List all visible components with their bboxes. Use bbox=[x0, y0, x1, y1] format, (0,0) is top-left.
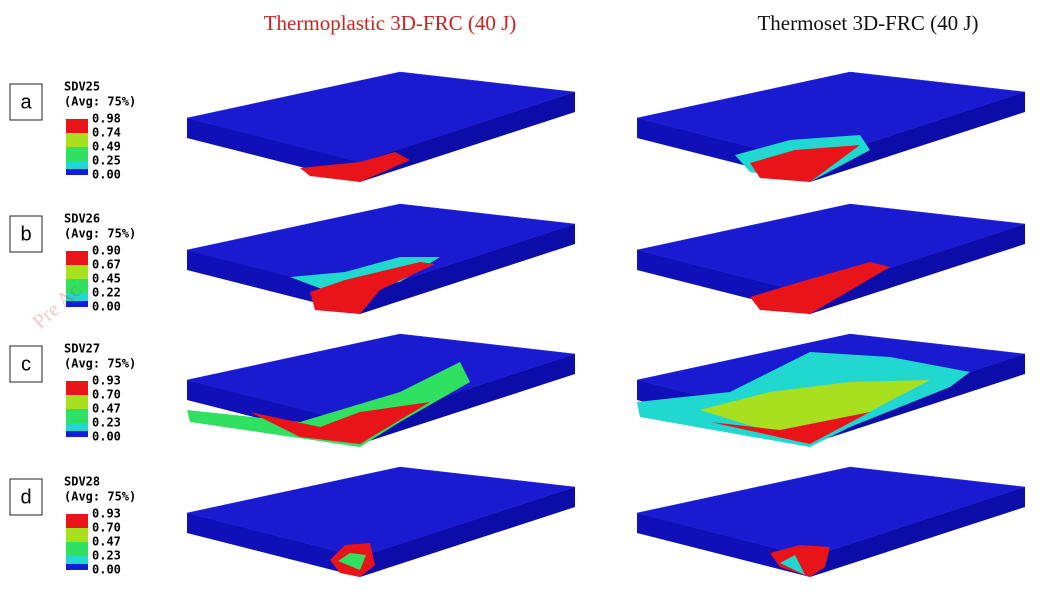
legend-tick: 0.47 bbox=[92, 535, 121, 549]
legend-tick: 0.00 bbox=[92, 168, 121, 182]
legend-tick: 0.25 bbox=[92, 154, 121, 168]
legend-tick: 0.45 bbox=[92, 272, 121, 286]
legend-tick: 0.67 bbox=[92, 258, 121, 272]
legend-tick: 0.90 bbox=[92, 244, 121, 258]
figure: Thermoplastic 3D-FRC (40 J) Thermoset 3D… bbox=[0, 0, 1059, 592]
row-label: c bbox=[21, 353, 31, 375]
legend-average: (Avg: 75%) bbox=[64, 490, 136, 504]
legend-swatch bbox=[66, 169, 88, 175]
legend-swatch bbox=[66, 409, 88, 423]
fe-slab bbox=[187, 72, 575, 182]
legend-average: (Avg: 75%) bbox=[64, 95, 136, 109]
legend-variable: SDV27 bbox=[64, 342, 100, 356]
legend-swatch bbox=[66, 119, 88, 133]
row-label: d bbox=[20, 486, 31, 508]
legend-tick: 0.23 bbox=[92, 549, 121, 563]
legend-swatch bbox=[66, 251, 88, 265]
fe-slab bbox=[637, 72, 1025, 182]
column-title: Thermoset 3D-FRC (40 J) bbox=[757, 11, 978, 35]
legend-tick: 0.22 bbox=[92, 286, 121, 300]
legend-tick: 0.00 bbox=[92, 563, 121, 577]
legend-tick: 0.74 bbox=[92, 126, 121, 140]
legend-variable: SDV25 bbox=[64, 80, 100, 94]
legend-swatch bbox=[66, 564, 88, 570]
fe-slab bbox=[637, 467, 1025, 577]
fe-slab bbox=[637, 334, 1025, 447]
column-title: Thermoplastic 3D-FRC (40 J) bbox=[264, 11, 517, 35]
fe-slab bbox=[187, 204, 575, 314]
legend-tick: 0.49 bbox=[92, 140, 121, 154]
legend-swatch bbox=[66, 381, 88, 395]
legend-tick: 0.47 bbox=[92, 402, 121, 416]
legend-tick: 0.00 bbox=[92, 300, 121, 314]
legend-tick: 0.93 bbox=[92, 507, 121, 521]
legend-swatch bbox=[66, 514, 88, 528]
legend-tick: 0.70 bbox=[92, 388, 121, 402]
legend-swatch bbox=[66, 133, 88, 147]
legend-tick: 0.93 bbox=[92, 374, 121, 388]
legend-swatch bbox=[66, 528, 88, 542]
legend-tick: 0.00 bbox=[92, 430, 121, 444]
row-label: a bbox=[20, 91, 32, 113]
legend-swatch bbox=[66, 431, 88, 437]
legend-tick: 0.23 bbox=[92, 416, 121, 430]
fe-slab bbox=[187, 334, 575, 447]
fe-slab bbox=[637, 204, 1025, 314]
legend-swatch bbox=[66, 395, 88, 409]
legend-variable: SDV28 bbox=[64, 475, 100, 489]
legend-swatch bbox=[66, 265, 88, 279]
legend-average: (Avg: 75%) bbox=[64, 227, 136, 241]
legend-swatch bbox=[66, 542, 88, 556]
legend-tick: 0.70 bbox=[92, 521, 121, 535]
legend-variable: SDV26 bbox=[64, 212, 100, 226]
fe-slab bbox=[187, 467, 575, 577]
legend-tick: 0.98 bbox=[92, 112, 121, 126]
legend-swatch bbox=[66, 147, 88, 161]
legend-average: (Avg: 75%) bbox=[64, 357, 136, 371]
row-label: b bbox=[20, 223, 31, 245]
